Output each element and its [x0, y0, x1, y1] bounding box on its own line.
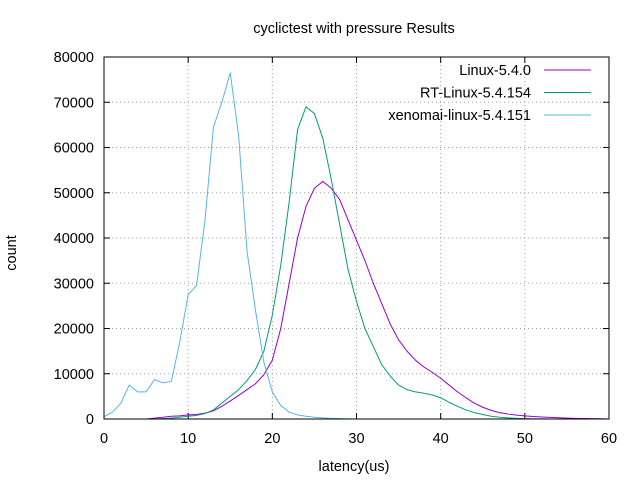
- x-axis-label: latency(us): [319, 459, 390, 475]
- series-line-0: [104, 180, 610, 420]
- axis-ticks: 0 10 20 30 40 50 60 0 10000 20000 30000 40000 50000 6…: [54, 50, 617, 447]
- x-tick-label: 10: [180, 431, 196, 447]
- legend-label: RT-Linux-5.4.154: [420, 86, 531, 102]
- y-tick-label: 70000: [54, 95, 94, 111]
- y-tick-label: 60000: [54, 141, 94, 157]
- y-tick-label: 0: [86, 412, 94, 428]
- y-tick-label: 20000: [54, 322, 94, 338]
- series-line-2: [103, 72, 357, 420]
- legend: Linux-5.4.0 RT-Linux-5.4.154 xenomai-linux…: [388, 63, 591, 124]
- y-axis-label: count: [4, 235, 20, 270]
- x-tick-label: 50: [517, 431, 533, 447]
- y-tick-label: 10000: [54, 367, 94, 383]
- chart-title: cyclictest with pressure Results: [253, 21, 454, 37]
- y-tick-label: 50000: [54, 186, 94, 202]
- y-tick-label: 80000: [54, 50, 94, 66]
- plot-frame: [103, 56, 610, 420]
- legend-label: xenomai-linux-5.4.151: [388, 108, 531, 124]
- x-tick-label: 60: [601, 431, 617, 447]
- x-tick-label: 40: [433, 431, 449, 447]
- x-tick-label: 0: [100, 431, 108, 447]
- grid: [104, 57, 609, 419]
- y-tick-label: 30000: [54, 276, 94, 292]
- legend-label: Linux-5.4.0: [459, 63, 531, 79]
- y-tick-label: 40000: [54, 231, 94, 247]
- x-tick-label: 20: [264, 431, 280, 447]
- x-tick-label: 30: [348, 431, 364, 447]
